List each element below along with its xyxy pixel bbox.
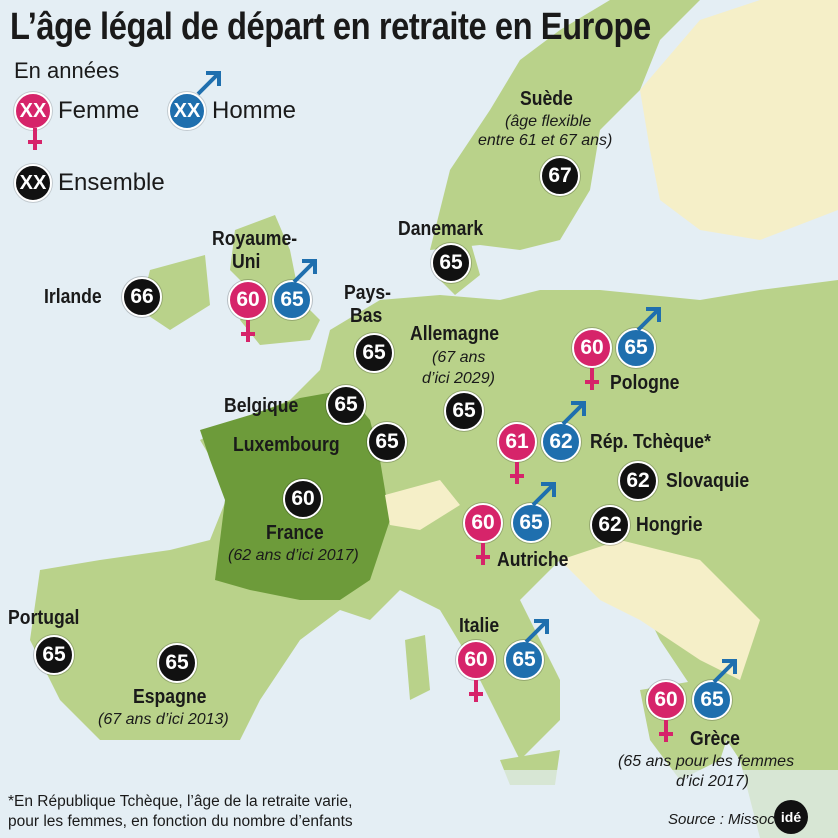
age-badge-ru-male: 65 bbox=[272, 280, 312, 320]
mainland-land bbox=[30, 280, 838, 838]
legend-all-label: Ensemble bbox=[58, 169, 165, 196]
female-sign-icon bbox=[28, 128, 42, 150]
age-badge-italie-male: 65 bbox=[504, 640, 544, 680]
age-badge-belgique: 65 bbox=[326, 385, 366, 425]
male-sign-icon bbox=[636, 307, 661, 332]
country-name-suede: Suède bbox=[520, 88, 573, 110]
male-sign-icon bbox=[524, 619, 549, 644]
age-badge-irlande: 66 bbox=[122, 277, 162, 317]
country-name-autriche: Autriche bbox=[497, 549, 569, 571]
country-name-allemagne: Allemagne bbox=[410, 323, 500, 345]
female-sign-icon bbox=[476, 543, 490, 565]
country-note-suede-2: entre 61 et 67 ans) bbox=[478, 132, 613, 149]
age-badge-hongrie: 62 bbox=[590, 505, 630, 545]
age-badge-portugal: 65 bbox=[34, 635, 74, 675]
legend-male-label: Homme bbox=[212, 97, 297, 124]
male-sign-icon bbox=[292, 259, 317, 284]
age-badge-france: 60 bbox=[283, 479, 323, 519]
country-name-portugal: Portugal bbox=[8, 607, 80, 629]
country-name-pologne: Pologne bbox=[610, 372, 680, 394]
age-badge-luxembourg: 65 bbox=[367, 422, 407, 462]
country-name-grece: Grèce bbox=[690, 728, 740, 750]
legend-male-symbol: XX bbox=[168, 92, 206, 130]
page-title: L’âge légal de départ en retraite en Eur… bbox=[10, 6, 651, 48]
country-name-slovaquie: Slovaquie bbox=[666, 470, 750, 492]
age-badge-pologne-male: 65 bbox=[616, 328, 656, 368]
sardinia-land bbox=[405, 635, 430, 700]
age-badge-paysbas: 65 bbox=[354, 333, 394, 373]
legend-male: XX Homme bbox=[168, 92, 296, 130]
country-note-allemagne-2: d’ici 2029) bbox=[422, 370, 495, 387]
country-name-paysbas-2: Bas bbox=[350, 305, 383, 327]
country-name-france: France bbox=[266, 522, 324, 544]
female-sign-icon bbox=[469, 680, 483, 702]
balkans-land bbox=[560, 540, 760, 680]
male-sign-icon bbox=[196, 71, 221, 96]
age-badge-ru-female: 60 bbox=[228, 280, 268, 320]
country-note-suede-1: (âge flexible bbox=[505, 113, 592, 130]
country-note-espagne: (67 ans d’ici 2013) bbox=[98, 711, 229, 728]
male-sign-icon bbox=[561, 401, 586, 426]
age-badge-autriche-male: 65 bbox=[511, 503, 551, 543]
switzerland-land bbox=[385, 480, 460, 530]
country-name-ru-1: Royaume- bbox=[212, 228, 298, 250]
scandinavia-land bbox=[430, 0, 700, 250]
age-badge-danemark: 65 bbox=[431, 243, 471, 283]
ireland-land bbox=[140, 255, 210, 330]
country-note-allemagne-1: (67 ans bbox=[432, 349, 486, 366]
publisher-logo: idé bbox=[774, 800, 808, 834]
finland-land bbox=[640, 0, 838, 240]
country-name-paysbas-1: Pays- bbox=[344, 282, 391, 304]
country-name-belgique: Belgique bbox=[224, 395, 299, 417]
age-badge-suede: 67 bbox=[540, 156, 580, 196]
female-sign-icon bbox=[585, 368, 599, 390]
male-sign-icon bbox=[531, 482, 556, 507]
country-note-france: (62 ans d’ici 2017) bbox=[228, 547, 359, 564]
female-sign-icon bbox=[659, 720, 673, 742]
country-note-grece-2: d’ici 2017) bbox=[676, 773, 749, 790]
age-badge-grece-female: 60 bbox=[646, 680, 686, 720]
country-note-grece-1: (65 ans pour les femmes bbox=[618, 753, 795, 770]
country-name-tcheque: Rép. Tchèque* bbox=[590, 431, 711, 453]
country-name-espagne: Espagne bbox=[133, 686, 207, 708]
age-badge-tcheque-female: 61 bbox=[497, 422, 537, 462]
country-name-danemark: Danemark bbox=[398, 218, 484, 240]
age-badge-italie-female: 60 bbox=[456, 640, 496, 680]
age-badge-pologne-female: 60 bbox=[572, 328, 612, 368]
female-sign-icon bbox=[510, 462, 524, 484]
male-sign-icon bbox=[712, 659, 737, 684]
female-sign-icon bbox=[241, 320, 255, 342]
age-badge-autriche-female: 60 bbox=[463, 503, 503, 543]
country-name-italie: Italie bbox=[459, 615, 500, 637]
unit-label: En années bbox=[14, 58, 120, 83]
footnote: *En République Tchèque, l’âge de la retr… bbox=[8, 792, 353, 832]
legend-female: XX Femme bbox=[14, 92, 139, 130]
age-badge-allemagne: 65 bbox=[444, 391, 484, 431]
country-name-irlande: Irlande bbox=[44, 286, 102, 308]
legend-all-symbol: XX bbox=[14, 164, 52, 202]
legend-all: XX Ensemble bbox=[14, 164, 165, 202]
legend-female-symbol: XX bbox=[14, 92, 52, 130]
country-name-ru-2: Uni bbox=[232, 251, 261, 273]
age-badge-tcheque-male: 62 bbox=[541, 422, 581, 462]
legend-female-label: Femme bbox=[58, 97, 140, 124]
source-credit: Source : Missoc bbox=[668, 811, 775, 828]
footnote-line-1: *En République Tchèque, l’âge de la retr… bbox=[8, 793, 353, 810]
country-name-hongrie: Hongrie bbox=[636, 514, 703, 536]
country-name-luxembourg: Luxembourg bbox=[233, 434, 340, 456]
age-badge-grece-male: 65 bbox=[692, 680, 732, 720]
age-badge-slovaquie: 62 bbox=[618, 461, 658, 501]
age-badge-espagne: 65 bbox=[157, 643, 197, 683]
footnote-line-2: pour les femmes, en fonction du nombre d… bbox=[8, 813, 353, 830]
